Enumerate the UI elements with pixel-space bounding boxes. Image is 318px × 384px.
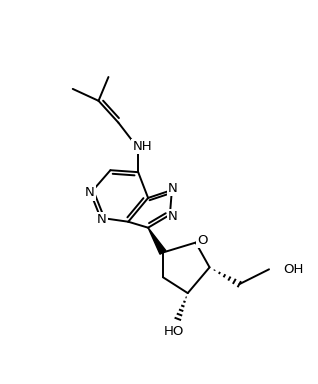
Text: N: N — [85, 187, 94, 200]
Text: N: N — [97, 213, 107, 226]
Text: O: O — [197, 234, 208, 247]
Text: OH: OH — [283, 263, 303, 276]
Text: N: N — [168, 182, 178, 195]
Text: HO: HO — [164, 325, 184, 338]
Polygon shape — [148, 228, 166, 254]
Text: N: N — [168, 210, 178, 223]
Text: NH: NH — [132, 140, 152, 153]
